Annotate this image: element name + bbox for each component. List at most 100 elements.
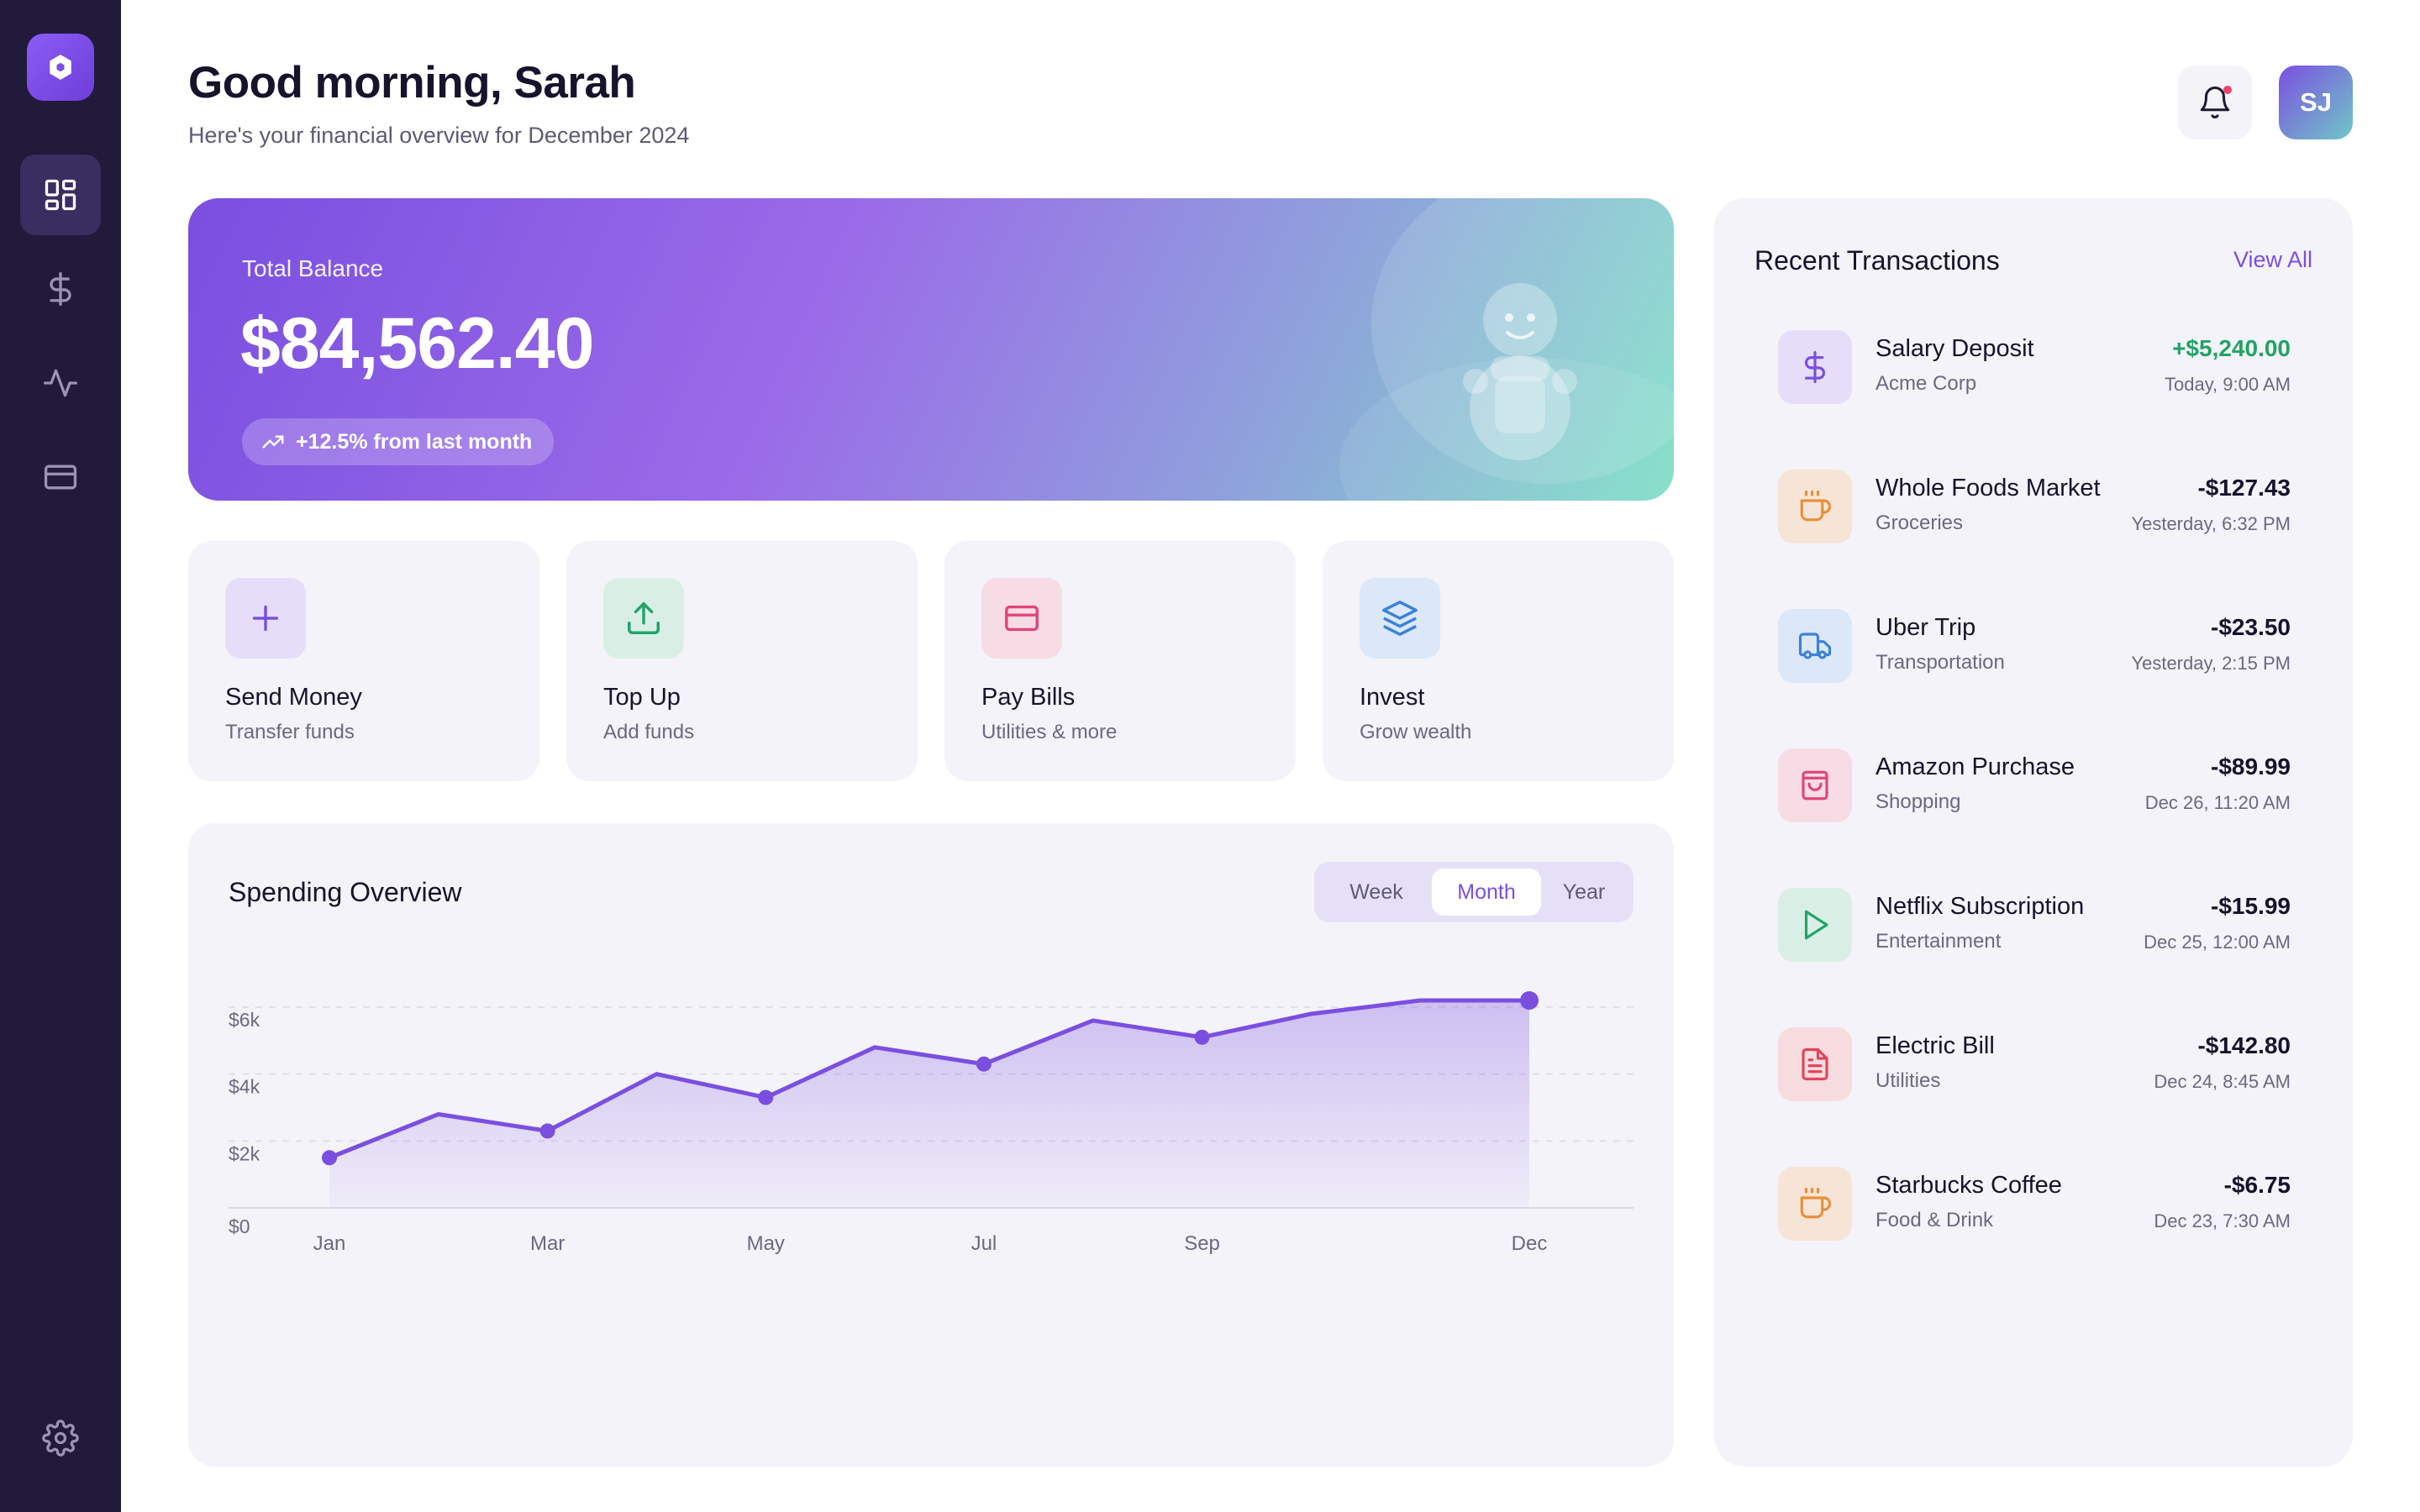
transaction-icon-box	[1778, 609, 1852, 683]
chart-area	[329, 1000, 1529, 1208]
coffee-icon	[1800, 1187, 1832, 1219]
balance-change-badge: +12.5% from last month	[242, 418, 555, 465]
action-subtitle: Add funds	[603, 721, 695, 743]
sidebar-item-payments[interactable]	[20, 249, 101, 329]
transaction-row[interactable]: Amazon Purchase Shopping -$89.99 Dec 26, 11…	[1778, 748, 2291, 822]
transaction-row[interactable]: Electric Bill Utilities -$142.80 Dec 24, 8:…	[1778, 1027, 2291, 1101]
transaction-time: Dec 25, 12:00 AM	[2144, 932, 2291, 953]
balance-amount: $84,562.40	[240, 303, 594, 384]
transaction-time: Yesterday, 6:32 PM	[2131, 513, 2291, 534]
bell-icon	[2200, 87, 2230, 118]
spending-overview-card: Spending Overview Week Month Year $0 $2k $…	[188, 823, 1674, 1467]
data-point	[539, 1123, 555, 1139]
data-point	[322, 1150, 337, 1166]
transaction-name: Whole Foods Market	[1876, 475, 2101, 501]
truck-icon	[1798, 633, 1832, 659]
sidebar-item-cards[interactable]	[20, 437, 101, 517]
x-tick-label: Dec	[1512, 1232, 1548, 1255]
view-all-link[interactable]: View All	[2233, 247, 2312, 272]
plus-icon	[252, 605, 279, 632]
transaction-row[interactable]: Whole Foods Market Groceries -$127.43 Yeste…	[1778, 470, 2291, 543]
user-avatar[interactable]: SJ	[2279, 66, 2353, 139]
send-money-button[interactable]: Send Money Transfer funds	[188, 541, 539, 781]
pay-bills-button[interactable]: Pay Bills Utilities & more	[944, 541, 1296, 781]
transaction-icon-box	[1778, 748, 1852, 822]
action-icon-box	[1360, 578, 1440, 659]
transaction-row[interactable]: Uber Trip Transportation -$23.50 Yesterday,…	[1778, 609, 2291, 683]
hexagon-logo-icon	[50, 55, 71, 80]
transaction-icon-box	[1778, 888, 1852, 962]
balance-change-text: +12.5% from last month	[296, 429, 533, 454]
action-title: Pay Bills	[981, 684, 1076, 711]
transaction-time: Yesterday, 2:15 PM	[2131, 653, 2291, 674]
dollar-icon	[50, 272, 71, 306]
action-title: Send Money	[225, 684, 362, 711]
tab-year[interactable]: Year	[1562, 879, 1606, 904]
transaction-icon-box	[1778, 1167, 1852, 1241]
gear-icon	[42, 1420, 79, 1457]
transaction-icon-box	[1778, 330, 1852, 404]
top-up-button[interactable]: Top Up Add funds	[566, 541, 918, 781]
card-icon	[44, 465, 77, 490]
sidebar-item-activity[interactable]	[20, 343, 101, 423]
sidebar-item-settings[interactable]	[20, 1398, 101, 1478]
spending-chart: $0 $2k $4k $6k Jan Mar May Jul Sep Dec	[229, 991, 1634, 1255]
action-title: Invest	[1360, 684, 1425, 711]
y-tick-label: $6k	[229, 1009, 260, 1031]
transaction-name: Electric Bill	[1876, 1032, 1995, 1059]
x-tick-label: Jul	[971, 1232, 997, 1255]
transaction-row[interactable]: Netflix Subscription Entertainment -$15.99…	[1778, 888, 2291, 962]
transaction-amount: +$5,240.00	[2172, 335, 2291, 361]
spending-title: Spending Overview	[229, 877, 462, 907]
x-tick-label: Sep	[1184, 1232, 1220, 1255]
x-tick-label: Jan	[313, 1232, 346, 1255]
dashboard-icon	[45, 179, 76, 211]
decorative-circle	[1371, 198, 1674, 484]
action-subtitle: Utilities & more	[981, 721, 1118, 743]
credit-card-icon	[1005, 605, 1039, 632]
transaction-name: Amazon Purchase	[1876, 753, 2075, 780]
transaction-category: Transportation	[1876, 651, 2005, 674]
transaction-category: Acme Corp	[1876, 372, 1977, 395]
transaction-time: Today, 9:00 AM	[2164, 374, 2291, 395]
transaction-time: Dec 23, 7:30 AM	[2154, 1210, 2291, 1231]
transaction-category: Groceries	[1876, 512, 1964, 534]
period-selector: Week Month Year	[1314, 862, 1634, 922]
invest-button[interactable]: Invest Grow wealth	[1323, 541, 1674, 781]
transaction-name: Salary Deposit	[1876, 335, 2034, 362]
transaction-row[interactable]: Salary Deposit Acme Corp +$5,240.00 Today, …	[1778, 330, 2291, 404]
coffee-icon	[1800, 490, 1832, 522]
recent-transactions-panel: Recent Transactions View All Salary Depo…	[1714, 198, 2353, 1467]
sidebar	[0, 0, 121, 1512]
transaction-icon-box	[1778, 1027, 1852, 1101]
shopping-bag-icon	[1802, 770, 1828, 801]
page-title: Good morning, Sarah	[188, 58, 636, 108]
tab-month[interactable]: Month	[1432, 869, 1541, 916]
trending-up-icon	[262, 435, 284, 449]
balance-card: Total Balance $84,562.40 +12.5% from las…	[188, 198, 1674, 501]
notifications-button[interactable]	[2178, 66, 2252, 139]
y-tick-label: $2k	[229, 1142, 260, 1164]
data-point	[758, 1089, 774, 1105]
notification-dot	[2223, 86, 2232, 94]
y-tick-label: $4k	[229, 1076, 260, 1098]
file-icon	[1802, 1047, 1828, 1081]
transaction-category: Shopping	[1876, 790, 1961, 813]
robot-illustration-icon	[1463, 283, 1577, 460]
sidebar-item-dashboard[interactable]	[20, 155, 101, 235]
y-tick-label: $0	[229, 1215, 250, 1237]
dollar-icon	[1804, 350, 1826, 384]
play-icon	[1804, 910, 1828, 940]
action-subtitle: Transfer funds	[225, 721, 355, 743]
transaction-amount: -$23.50	[2211, 614, 2291, 640]
transaction-icon-box	[1778, 470, 1852, 543]
tab-week[interactable]: Week	[1349, 879, 1403, 904]
transaction-category: Food & Drink	[1876, 1209, 1994, 1231]
transaction-row[interactable]: Starbucks Coffee Food & Drink -$6.75 Dec 23…	[1778, 1167, 2291, 1241]
data-point	[1520, 991, 1539, 1011]
transaction-category: Utilities	[1876, 1069, 1941, 1092]
app-logo[interactable]	[27, 34, 94, 101]
transaction-time: Dec 24, 8:45 AM	[2154, 1071, 2291, 1092]
transaction-name: Uber Trip	[1876, 614, 1976, 641]
activity-icon	[44, 369, 77, 397]
